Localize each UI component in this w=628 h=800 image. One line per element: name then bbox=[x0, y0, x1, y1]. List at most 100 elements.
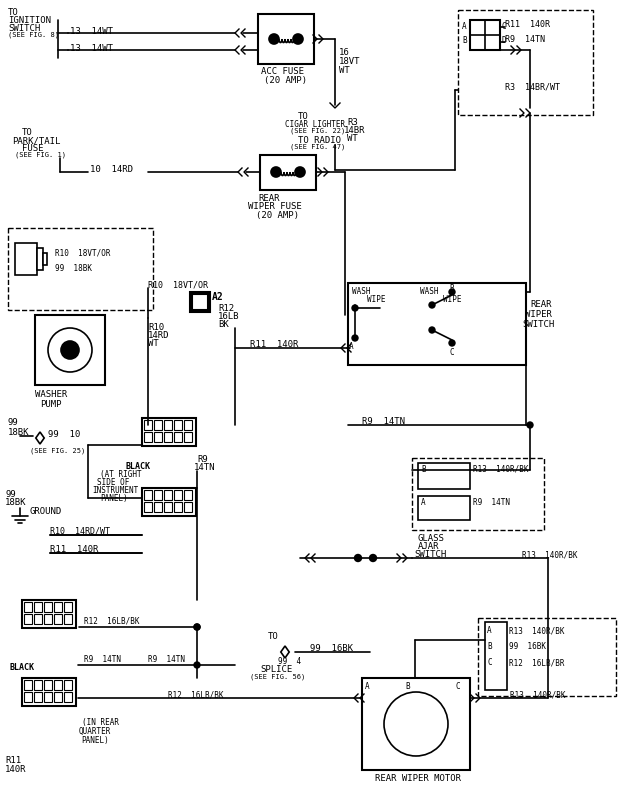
Text: 140R: 140R bbox=[5, 765, 26, 774]
Text: R12  16LB/BK: R12 16LB/BK bbox=[84, 617, 139, 626]
Text: FUSE: FUSE bbox=[22, 144, 43, 153]
Bar bbox=[54, 602, 62, 612]
Circle shape bbox=[429, 327, 435, 333]
Bar bbox=[485, 622, 507, 690]
Bar bbox=[34, 680, 42, 690]
Polygon shape bbox=[281, 646, 290, 658]
Text: A: A bbox=[349, 342, 354, 351]
Text: R11  140R: R11 140R bbox=[505, 20, 550, 29]
Circle shape bbox=[48, 328, 92, 372]
Text: SWITCH: SWITCH bbox=[522, 320, 555, 329]
Text: B: B bbox=[462, 36, 467, 45]
Text: WT: WT bbox=[148, 339, 159, 348]
Text: R10: R10 bbox=[148, 323, 164, 332]
Text: TO: TO bbox=[22, 128, 33, 137]
Text: R10  14RD/WT: R10 14RD/WT bbox=[50, 527, 110, 536]
Text: (AT RIGHT: (AT RIGHT bbox=[100, 470, 142, 479]
Bar bbox=[174, 432, 182, 442]
Text: BLACK: BLACK bbox=[10, 663, 35, 672]
Text: R11  140R: R11 140R bbox=[50, 545, 99, 554]
Text: R13  140R/BK: R13 140R/BK bbox=[509, 626, 565, 635]
Text: R12  16LB/BK: R12 16LB/BK bbox=[168, 690, 224, 699]
Text: (SEE FIG. 47): (SEE FIG. 47) bbox=[290, 144, 345, 150]
Bar bbox=[64, 614, 72, 624]
Text: GLASS: GLASS bbox=[418, 534, 445, 543]
Text: WT: WT bbox=[339, 66, 350, 75]
Bar bbox=[154, 432, 162, 442]
Bar bbox=[458, 10, 593, 115]
Text: IGNITION: IGNITION bbox=[8, 16, 51, 25]
Circle shape bbox=[527, 422, 533, 428]
Polygon shape bbox=[36, 432, 44, 444]
Bar bbox=[44, 692, 52, 702]
Bar bbox=[184, 490, 192, 500]
Text: BK: BK bbox=[218, 320, 229, 329]
Text: BLACK: BLACK bbox=[125, 462, 150, 471]
Bar bbox=[142, 488, 196, 516]
Text: 99  16BK: 99 16BK bbox=[509, 642, 546, 651]
Text: PARK/TAIL: PARK/TAIL bbox=[12, 136, 60, 145]
Bar bbox=[64, 680, 72, 690]
Text: WIPE: WIPE bbox=[367, 295, 386, 304]
Text: AJAR: AJAR bbox=[418, 542, 440, 551]
Text: R13  140R/BK: R13 140R/BK bbox=[522, 551, 578, 560]
Bar bbox=[260, 155, 316, 190]
Bar bbox=[192, 294, 208, 310]
Text: WIPER FUSE: WIPER FUSE bbox=[248, 202, 301, 211]
Bar bbox=[164, 420, 172, 430]
Circle shape bbox=[194, 624, 200, 630]
Circle shape bbox=[194, 662, 200, 668]
Bar bbox=[24, 680, 32, 690]
Circle shape bbox=[384, 692, 448, 756]
Text: R9: R9 bbox=[197, 455, 208, 464]
Circle shape bbox=[194, 624, 200, 630]
Bar bbox=[35, 315, 105, 385]
Text: (SEE FIG. 56): (SEE FIG. 56) bbox=[250, 673, 305, 679]
Bar bbox=[470, 20, 500, 50]
Text: R13  140R/BK: R13 140R/BK bbox=[510, 690, 565, 699]
Bar bbox=[142, 418, 196, 446]
Circle shape bbox=[369, 554, 377, 562]
Bar bbox=[44, 680, 52, 690]
Circle shape bbox=[449, 340, 455, 346]
Bar bbox=[43, 253, 47, 265]
Bar bbox=[348, 283, 526, 365]
Text: 99: 99 bbox=[5, 490, 16, 499]
Text: C: C bbox=[487, 658, 492, 667]
Bar bbox=[184, 432, 192, 442]
Bar bbox=[144, 502, 152, 512]
Text: 18BK: 18BK bbox=[8, 428, 30, 437]
Bar bbox=[34, 692, 42, 702]
Bar bbox=[154, 502, 162, 512]
Bar bbox=[15, 243, 37, 275]
Bar bbox=[174, 420, 182, 430]
Bar bbox=[478, 618, 616, 696]
Text: 99  16BK: 99 16BK bbox=[310, 644, 353, 653]
Bar bbox=[184, 420, 192, 430]
Bar bbox=[22, 600, 76, 628]
Text: PUMP: PUMP bbox=[40, 400, 62, 409]
Text: R10  18VT/OR: R10 18VT/OR bbox=[55, 248, 111, 257]
Text: R3: R3 bbox=[347, 118, 358, 127]
Text: 99: 99 bbox=[8, 418, 19, 427]
Circle shape bbox=[449, 289, 455, 295]
Bar bbox=[34, 614, 42, 624]
Text: WASH: WASH bbox=[420, 287, 438, 296]
Bar bbox=[184, 502, 192, 512]
Text: R3  14BR/WT: R3 14BR/WT bbox=[505, 82, 560, 91]
Bar bbox=[64, 692, 72, 702]
Circle shape bbox=[429, 302, 435, 308]
Bar bbox=[24, 602, 32, 612]
Bar bbox=[64, 602, 72, 612]
Text: WASH: WASH bbox=[352, 287, 371, 296]
Circle shape bbox=[354, 554, 362, 562]
Text: R11: R11 bbox=[5, 756, 21, 765]
Text: QUARTER: QUARTER bbox=[79, 727, 111, 736]
Text: TO RADIO: TO RADIO bbox=[298, 136, 341, 145]
Bar bbox=[190, 292, 210, 312]
Text: WASHER: WASHER bbox=[35, 390, 67, 399]
Bar bbox=[34, 602, 42, 612]
Bar bbox=[144, 420, 152, 430]
Text: (SEE FIG. 22): (SEE FIG. 22) bbox=[290, 128, 345, 134]
Bar bbox=[44, 602, 52, 612]
